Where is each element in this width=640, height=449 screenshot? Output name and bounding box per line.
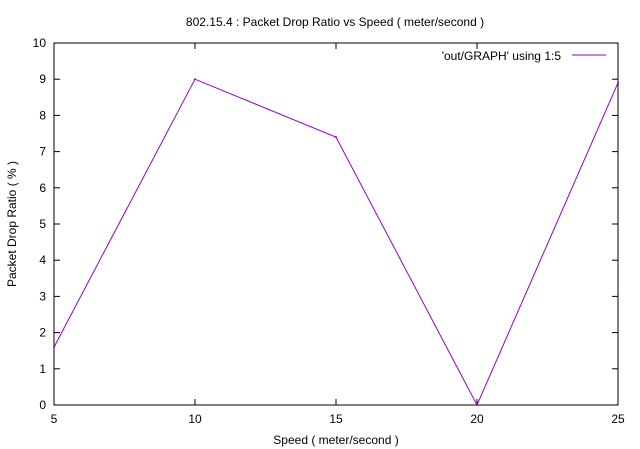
x-axis-label: Speed ( meter/second ) — [273, 433, 398, 447]
y-tick-label: 9 — [39, 72, 46, 86]
y-tick-label: 7 — [39, 145, 46, 159]
x-tick-label: 20 — [470, 412, 484, 426]
data-point — [476, 404, 478, 406]
x-tick-label: 10 — [188, 412, 202, 426]
y-tick-label: 5 — [39, 217, 46, 231]
series-line — [53, 78, 619, 407]
y-tick-label: 2 — [39, 326, 46, 340]
data-point — [194, 78, 196, 81]
chart-title: 802.15.4 : Packet Drop Ratio vs Speed ( … — [186, 15, 484, 29]
x-tick-label: 15 — [329, 412, 343, 426]
y-tick-label: 6 — [39, 181, 46, 195]
y-tick-label: 8 — [39, 108, 46, 122]
data-point — [617, 81, 619, 84]
data-point — [53, 346, 55, 349]
y-tick-label: 1 — [39, 362, 46, 376]
y-axis-label: Packet Drop Ratio ( % ) — [5, 161, 19, 287]
y-tick-label: 3 — [39, 289, 46, 303]
x-tick-label: 25 — [611, 412, 625, 426]
data-point — [335, 136, 337, 139]
legend-label: 'out/GRAPH' using 1:5 — [442, 49, 562, 63]
y-tick-label: 10 — [33, 36, 47, 50]
y-tick-label: 0 — [39, 398, 46, 412]
plot-frame — [53, 42, 619, 406]
x-tick-label: 5 — [51, 412, 58, 426]
y-tick-label: 4 — [39, 253, 46, 267]
